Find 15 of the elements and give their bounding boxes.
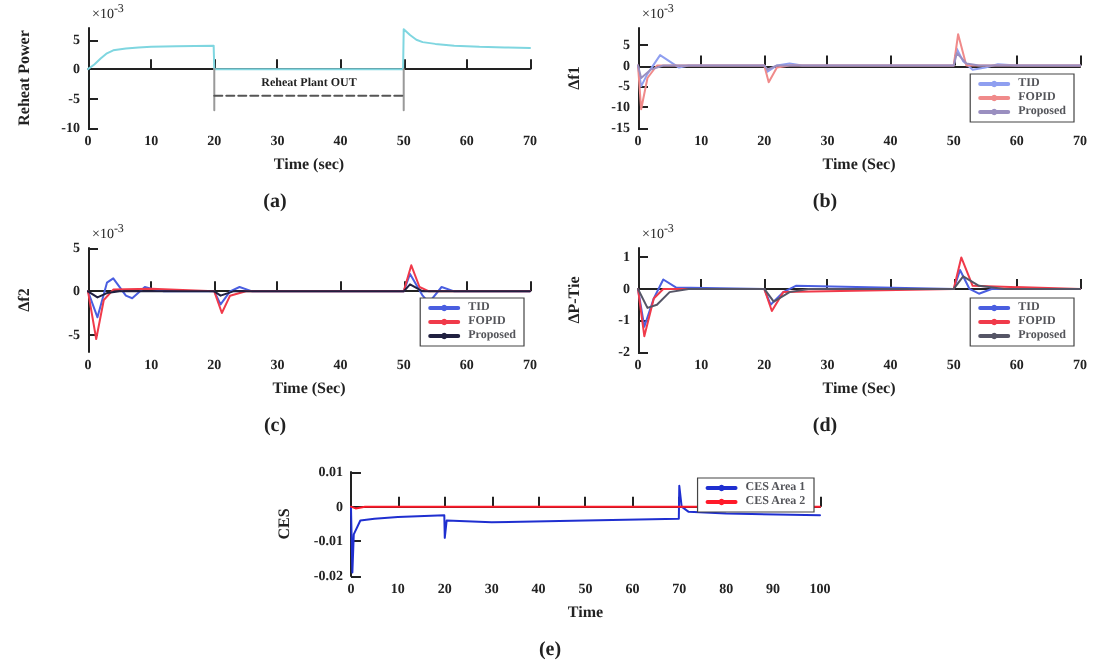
y-axis-title: Δf1 — [565, 66, 583, 90]
x-axis-title: Time (sec) — [273, 155, 345, 173]
x-axis-title: Time (Sec) — [822, 379, 897, 397]
x-axis-title: Time (Sec) — [272, 379, 347, 397]
x-axis-title: Time — [567, 603, 604, 621]
y-axis-title: Reheat Power — [15, 29, 33, 126]
y-axis-title: Δf2 — [15, 288, 33, 312]
text: (e) — [538, 639, 562, 661]
text: (d) — [812, 415, 838, 437]
text: (a) — [263, 191, 287, 213]
text: (c) — [263, 415, 287, 437]
x-axis-title: Time (Sec) — [822, 155, 897, 173]
y-axis-title: CES — [275, 507, 293, 540]
y-axis-title: ΔP-Tie — [565, 275, 583, 324]
text: (b) — [812, 191, 838, 213]
